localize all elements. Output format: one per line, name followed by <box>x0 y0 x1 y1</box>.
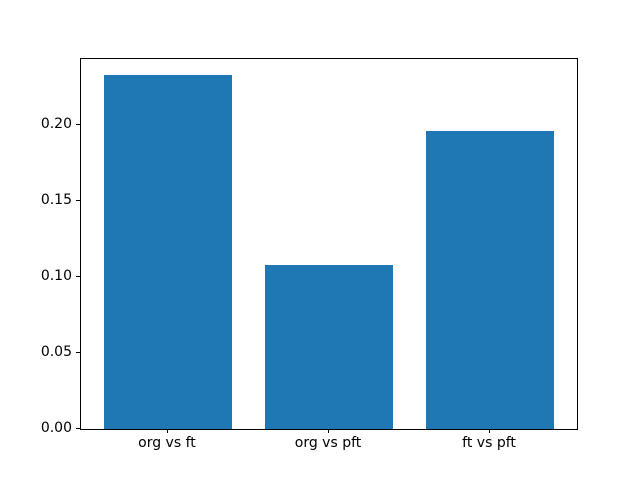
plot-area <box>80 58 578 430</box>
x-tick-mark <box>166 429 168 433</box>
bar-org-vs-pft <box>264 264 394 429</box>
y-tick-mark <box>76 351 80 353</box>
x-tick-label: org vs pft <box>294 435 362 451</box>
y-tick-mark <box>76 428 80 429</box>
y-tick-label: 0.15 <box>40 191 72 208</box>
x-tick-label: ft vs pft <box>462 435 516 451</box>
bar-ft-vs-pft <box>425 131 555 429</box>
y-tick-label: 0.00 <box>40 420 72 436</box>
y-tick-label: 0.05 <box>40 343 72 360</box>
x-tick-mark <box>489 429 491 433</box>
x-tick-mark <box>328 429 329 433</box>
y-tick-mark <box>76 275 80 277</box>
y-tick-label: 0.10 <box>40 267 72 284</box>
y-tick-label: 0.20 <box>40 115 72 132</box>
y-tick-mark <box>76 123 80 125</box>
y-tick-mark <box>76 199 80 201</box>
x-tick-label: org vs ft <box>138 435 196 451</box>
bar-org-vs-ft <box>103 74 233 429</box>
